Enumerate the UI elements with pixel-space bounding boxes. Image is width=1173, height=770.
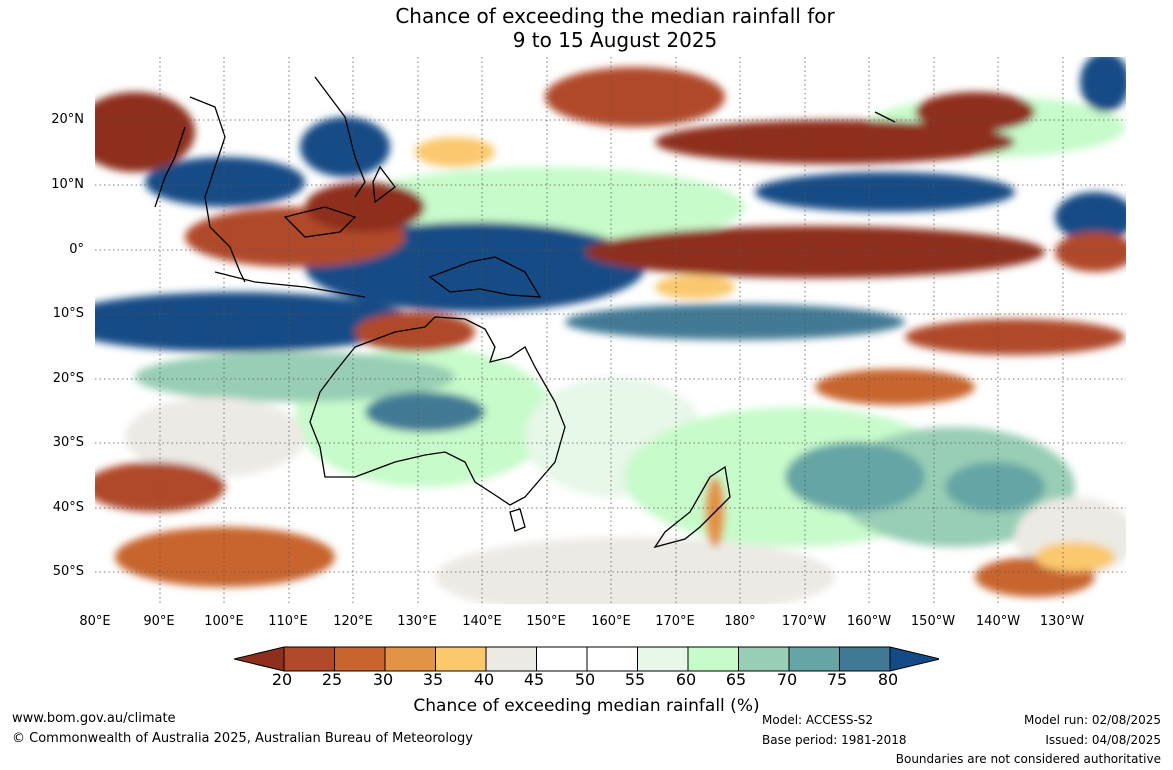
issued-date: Issued: 04/08/2025 [1045, 733, 1161, 747]
cb-tick-25: 25 [321, 670, 343, 689]
lon-label-150w: 150°W [910, 614, 956, 629]
colorbar-segment [637, 646, 689, 672]
colorbar-segment [788, 646, 840, 672]
cb-tick-35: 35 [422, 670, 444, 689]
colorbar-arrow-high [889, 646, 939, 672]
lat-label-10n: 10°N [51, 177, 84, 192]
lon-label-160e: 160°E [591, 614, 631, 629]
lon-label-130e: 130°E [397, 614, 437, 629]
lat-label-20s: 20°S [52, 371, 84, 386]
colorbar-segment [586, 646, 638, 672]
colorbar-segment [536, 646, 588, 672]
lon-label-150e: 150°E [526, 614, 566, 629]
cb-tick-55: 55 [624, 670, 646, 689]
coastlines [154, 76, 896, 549]
cb-tick-20: 20 [271, 670, 293, 689]
colorbar-arrow-low [234, 646, 285, 672]
cb-tick-50: 50 [574, 670, 596, 689]
probability-field [95, 57, 1126, 604]
cb-tick-40: 40 [473, 670, 495, 689]
lon-label-180: 180° [724, 614, 756, 629]
lon-label-140e: 140°E [462, 614, 502, 629]
colorbar-segment [738, 646, 790, 672]
cb-tick-30: 30 [372, 670, 394, 689]
lon-label-160w: 160°W [846, 614, 892, 629]
lon-label-140w: 140°W [975, 614, 1021, 629]
lat-label-40s: 40°S [52, 500, 84, 515]
colorbar-segment [687, 646, 739, 672]
lon-label-80e: 80°E [79, 614, 111, 629]
model-name: Model: ACCESS-S2 [762, 713, 874, 727]
lon-label-120e: 120°E [333, 614, 373, 629]
map-title: Chance of exceeding the median rainfall … [0, 4, 1173, 52]
map-canvas [95, 57, 1126, 604]
title-line-2: 9 to 15 August 2025 [512, 28, 718, 52]
colorbar-segment [435, 646, 487, 672]
cb-tick-45: 45 [523, 670, 545, 689]
lon-label-130w: 130°W [1039, 614, 1085, 629]
lon-label-110e: 110°E [268, 614, 308, 629]
copyright-text: © Commonwealth of Australia 2025, Austra… [12, 731, 473, 746]
base-period: Base period: 1981-2018 [762, 733, 907, 747]
lat-label-0: 0° [69, 242, 84, 257]
colorbar-segment [334, 646, 386, 672]
cb-tick-65: 65 [725, 670, 747, 689]
title-line-1: Chance of exceeding the median rainfall … [395, 4, 835, 28]
colorbar-segment [485, 646, 537, 672]
cb-tick-75: 75 [826, 670, 848, 689]
graticule [95, 57, 1126, 604]
colorbar-segment [839, 646, 891, 672]
cb-tick-70: 70 [776, 670, 798, 689]
model-run-date: Model run: 02/08/2025 [1023, 713, 1161, 727]
lon-label-170w: 170°W [781, 614, 827, 629]
cb-tick-80: 80 [877, 670, 899, 689]
colorbar-segment [283, 646, 335, 672]
lat-label-50s: 50°S [52, 564, 84, 579]
colorbar-segment [384, 646, 436, 672]
lon-label-170e: 170°E [655, 614, 695, 629]
lat-label-30s: 30°S [52, 435, 84, 450]
lon-label-90e: 90°E [143, 614, 175, 629]
boundaries-disclaimer: Boundaries are not considered authoritat… [895, 752, 1161, 766]
colorbar [234, 646, 939, 672]
lat-label-20n: 20°N [51, 112, 84, 127]
cb-tick-60: 60 [675, 670, 697, 689]
lon-label-100e: 100°E [204, 614, 244, 629]
colorbar-label: Chance of exceeding median rainfall (%) [413, 696, 760, 716]
website-link[interactable]: www.bom.gov.au/climate [12, 711, 176, 726]
rainfall-map [95, 57, 1126, 604]
lat-label-10s: 10°S [52, 306, 84, 321]
